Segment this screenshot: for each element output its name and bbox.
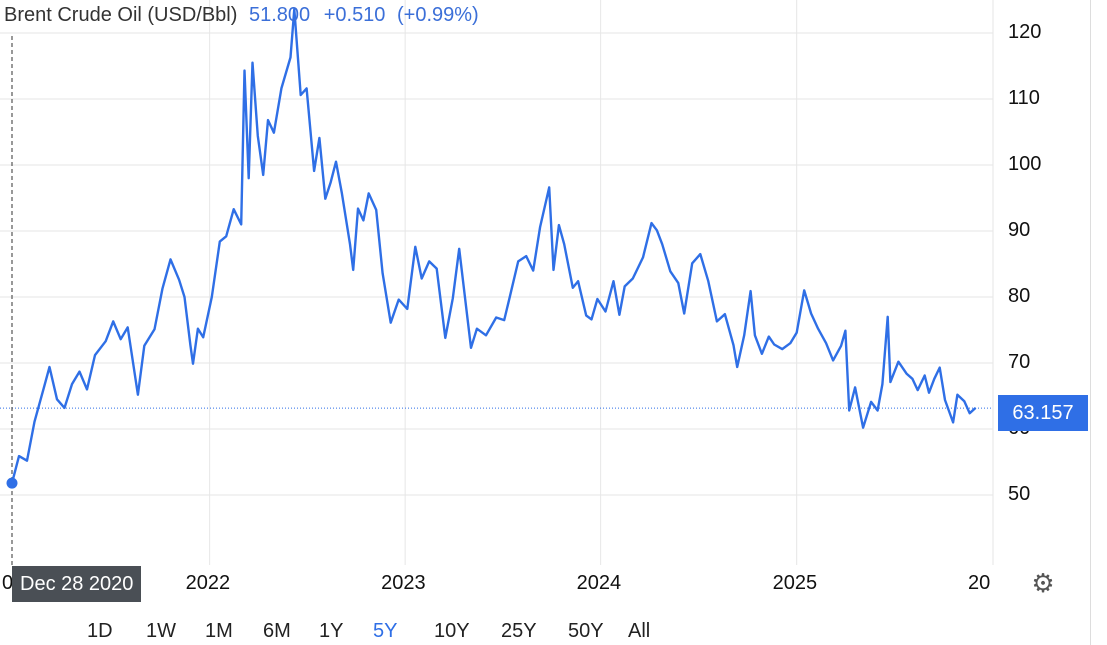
- range-button-10y[interactable]: 10Y: [434, 620, 470, 642]
- range-button-1y[interactable]: 1Y: [319, 620, 344, 642]
- chart-header: Brent Crude Oil (USD/Bbl) 51.800 +0.510 …: [4, 2, 479, 28]
- range-button-25y[interactable]: 25Y: [501, 620, 537, 642]
- price-chart[interactable]: [0, 0, 1090, 612]
- hover-date-tag: Dec 28 2020: [12, 566, 142, 602]
- hover-point: [6, 477, 18, 489]
- x-tick-label: 2022: [185, 572, 231, 594]
- y-tick-label: 110: [1008, 87, 1040, 109]
- grid: [0, 0, 994, 565]
- y-tick-label: 70: [1008, 351, 1031, 373]
- gear-icon[interactable]: ⚙: [1031, 568, 1055, 598]
- range-button-1d[interactable]: 1D: [87, 620, 113, 642]
- y-tick-label: 90: [1008, 219, 1031, 241]
- range-button-1m[interactable]: 1M: [205, 620, 233, 642]
- range-button-all[interactable]: All: [628, 620, 651, 642]
- last-price-tag: 63.157: [998, 395, 1088, 431]
- price-change-pct: (+0.99%): [397, 4, 479, 26]
- x-axis-edge-left: 0: [2, 572, 14, 594]
- series-line: [10, 7, 977, 484]
- range-selector: 1D 1W 1M 6M 1Y 5Y 10Y 25Y 50Y All: [0, 612, 1090, 645]
- range-button-6m[interactable]: 6M: [263, 620, 291, 642]
- price-change: +0.510: [323, 4, 386, 26]
- range-button-5y[interactable]: 5Y: [373, 620, 398, 642]
- range-button-1w[interactable]: 1W: [146, 620, 176, 642]
- x-tick-label: 2023: [381, 572, 426, 594]
- x-tick-label: 2025: [772, 572, 818, 594]
- x-tick-label: 2024: [576, 572, 622, 594]
- y-tick-label: 120: [1008, 21, 1042, 43]
- range-button-50y[interactable]: 50Y: [568, 620, 604, 642]
- x-axis-edge-right: 20: [968, 572, 991, 594]
- panel-divider: [1090, 0, 1091, 645]
- y-tick-label: 50: [1008, 483, 1031, 505]
- instrument-name: Brent Crude Oil (USD/Bbl): [4, 4, 238, 26]
- y-tick-label: 80: [1008, 285, 1031, 307]
- y-tick-label: 100: [1008, 153, 1042, 175]
- current-price: 51.800: [248, 4, 311, 26]
